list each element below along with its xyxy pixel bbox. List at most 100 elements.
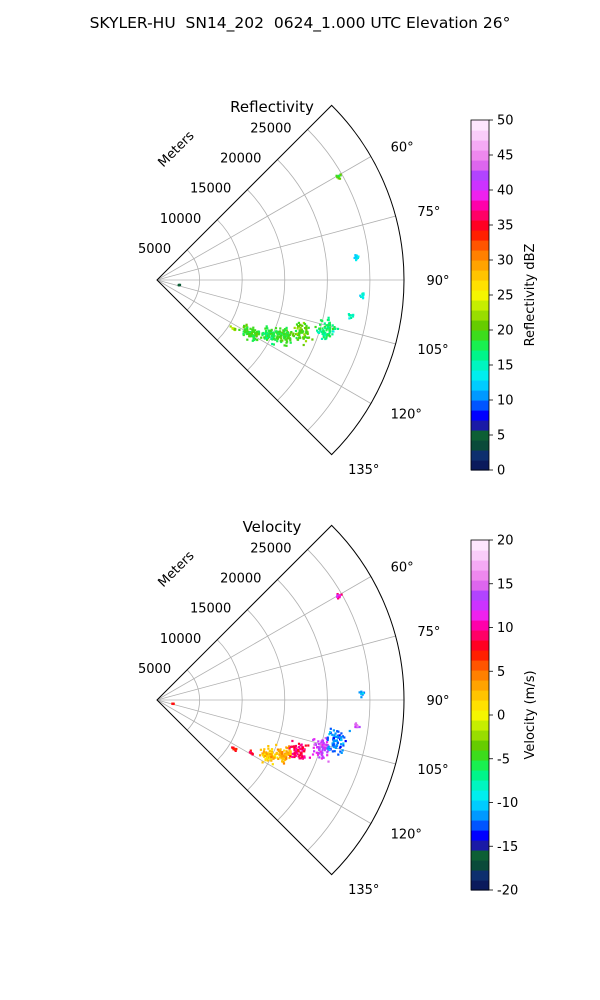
echo-cell bbox=[313, 750, 316, 753]
echo-cell bbox=[289, 339, 292, 342]
radial-axis-label: Meters bbox=[156, 128, 198, 170]
colorbar-segment bbox=[471, 600, 489, 611]
colorbar-segment bbox=[471, 700, 489, 711]
echo-cell bbox=[257, 330, 260, 333]
grid-ray bbox=[156, 279, 372, 404]
echo-cell bbox=[253, 334, 256, 337]
echo-cell bbox=[325, 329, 328, 332]
grid-ray bbox=[156, 699, 372, 824]
echo-cell bbox=[304, 744, 307, 747]
echo-cell bbox=[252, 326, 255, 329]
echo-cell bbox=[299, 752, 302, 755]
echo-cell bbox=[264, 758, 267, 761]
echo-cell bbox=[318, 327, 321, 330]
echo-cell bbox=[262, 332, 265, 335]
echo-cell bbox=[321, 327, 324, 330]
echo-cell bbox=[270, 748, 274, 751]
echo-cell bbox=[260, 336, 263, 339]
echo-cell bbox=[280, 340, 283, 344]
echo-cell bbox=[271, 763, 274, 766]
echo-cell bbox=[337, 753, 340, 756]
colorbar-tick-label: 25 bbox=[497, 289, 514, 304]
echo-cell bbox=[303, 750, 306, 753]
echo-cell bbox=[299, 747, 302, 751]
echo-cell bbox=[317, 743, 320, 746]
echo-cell bbox=[323, 749, 327, 752]
echo-cell bbox=[243, 324, 246, 327]
colorbar-segment bbox=[471, 340, 489, 351]
echo-cell bbox=[281, 755, 284, 758]
echo-cell bbox=[263, 748, 266, 751]
echo-cell bbox=[321, 739, 325, 742]
echo-cell bbox=[272, 343, 275, 346]
echo-cell bbox=[281, 758, 284, 761]
echo-cell bbox=[331, 733, 334, 736]
echo-cell bbox=[277, 332, 280, 335]
echo-cell bbox=[286, 331, 289, 334]
echo-cell bbox=[275, 330, 278, 333]
echo-cell bbox=[328, 733, 331, 736]
echo-cell bbox=[321, 745, 324, 749]
echo-cell bbox=[327, 334, 331, 337]
echo-cell bbox=[279, 330, 282, 333]
colorbar-segment bbox=[471, 260, 489, 271]
echo-cell bbox=[289, 332, 292, 335]
echo-cell bbox=[332, 737, 335, 740]
colorbar-tick-label: 20 bbox=[497, 534, 514, 549]
echo-cell bbox=[284, 338, 287, 341]
echo-cell bbox=[339, 173, 342, 176]
echo-cell bbox=[326, 754, 329, 757]
echo-cell bbox=[326, 747, 329, 750]
theta-tick-label: 120° bbox=[391, 408, 422, 423]
echo-cell bbox=[238, 328, 241, 331]
echo-cell bbox=[269, 329, 272, 332]
echo-cell bbox=[276, 340, 279, 343]
echo-cell bbox=[270, 751, 273, 754]
echo-cell bbox=[289, 754, 292, 757]
colorbar-segment bbox=[471, 640, 489, 651]
echo-cell bbox=[340, 732, 343, 735]
echo-cell bbox=[336, 594, 339, 597]
echo-cell bbox=[353, 256, 356, 260]
echo-cell bbox=[299, 757, 302, 760]
echo-cell bbox=[285, 752, 288, 755]
echo-cell bbox=[318, 756, 321, 759]
colorbar-segment bbox=[471, 670, 489, 681]
colorbar-segment bbox=[471, 420, 489, 431]
colorbar-segment bbox=[471, 290, 489, 301]
panel-0: Reflectivity 5000 10000 15000 20000 25000 Mete… bbox=[138, 98, 538, 479]
radial-tick-label: 15000 bbox=[190, 182, 231, 197]
echo-cell bbox=[270, 756, 273, 759]
echo-cell bbox=[282, 335, 285, 338]
echo-cell bbox=[314, 743, 317, 746]
colorbar-segment bbox=[471, 190, 489, 201]
colorbar-segment bbox=[471, 590, 489, 601]
echo-cell bbox=[255, 333, 258, 336]
echo-cell bbox=[324, 337, 327, 341]
echo-cell bbox=[340, 593, 343, 596]
echo-cell bbox=[355, 259, 358, 262]
echo-cell bbox=[360, 696, 363, 699]
echo-cell bbox=[354, 254, 357, 257]
echo-cell bbox=[354, 256, 357, 259]
echo-cell bbox=[296, 338, 299, 341]
echo-cell bbox=[337, 730, 340, 733]
echo-cell bbox=[254, 329, 257, 332]
colorbar-segment bbox=[471, 570, 489, 581]
echo-cell bbox=[280, 751, 283, 754]
echo-cell bbox=[303, 756, 306, 759]
echo-cell bbox=[348, 314, 351, 317]
echo-cell bbox=[288, 749, 291, 752]
echo-cell bbox=[336, 327, 339, 330]
echo-cell bbox=[322, 330, 325, 333]
echo-cell bbox=[249, 327, 252, 330]
echo-cell bbox=[264, 335, 267, 339]
echo-cell bbox=[302, 343, 305, 347]
echo-cell bbox=[307, 336, 311, 339]
echo-cell bbox=[318, 748, 321, 751]
echo-cell bbox=[277, 749, 280, 753]
echo-cell bbox=[306, 336, 309, 339]
echo-cell bbox=[277, 336, 280, 339]
echo-cell bbox=[332, 745, 335, 748]
theta-tick-label: 135° bbox=[348, 883, 379, 898]
